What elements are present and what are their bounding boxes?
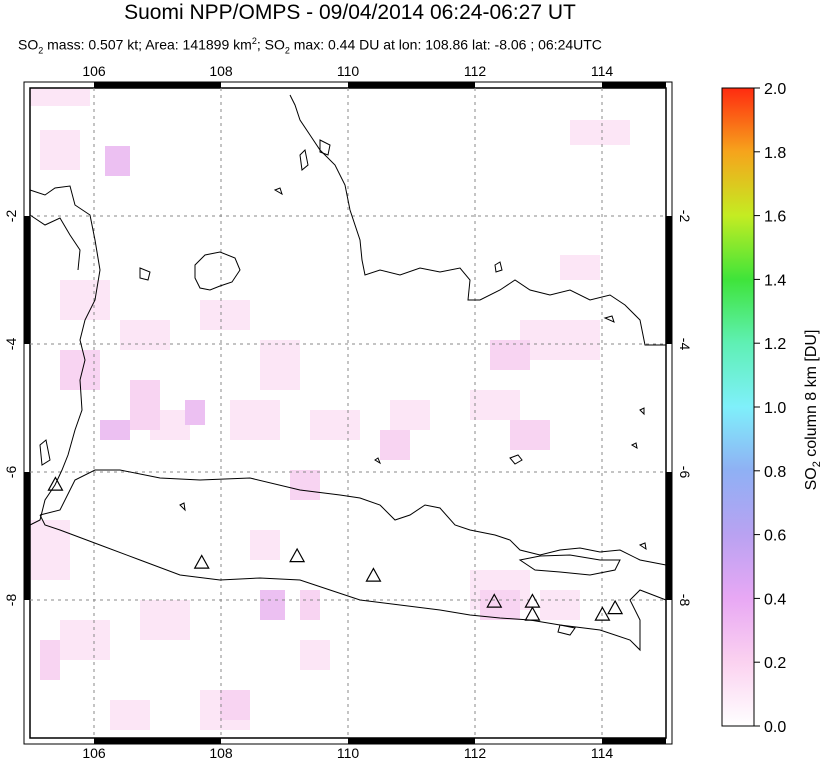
coastlines	[29, 94, 667, 652]
lon-tick-top: 108	[209, 63, 233, 79]
lat-tick-right: -2	[677, 210, 693, 223]
lat-tick-right: -6	[677, 466, 693, 479]
lon-tick-bottom: 112	[464, 745, 487, 759]
lat-tick-left: -4	[3, 338, 19, 351]
lat-tick-left: -2	[3, 210, 19, 223]
colorbar: 2.0 1.8 1.6 1.4 1.2 1.0 0.8 0.6 0.4 0.2 0.0 SO2 co…	[721, 81, 823, 736]
colorbar-tick-label: 1.8	[764, 145, 786, 162]
colorbar-tick-label: 0.6	[764, 528, 786, 545]
lon-tick-top: 112	[464, 63, 487, 79]
volcano-marker	[524, 606, 541, 621]
colorbar-gradient	[721, 87, 755, 727]
lon-tick-bottom: 108	[209, 745, 233, 759]
lon-tick-top: 106	[82, 63, 106, 79]
volcano-marker	[193, 554, 210, 569]
colorbar-tick-label: 0.2	[764, 655, 786, 672]
lon-tick-bottom: 106	[82, 745, 106, 759]
lon-tick-bottom: 110	[337, 745, 360, 759]
volcano-marker	[365, 567, 382, 582]
map-subtitle: SO2 mass: 0.507 kt; Area: 141899 km2; SO…	[18, 36, 602, 56]
colorbar-tick-label: 1.6	[764, 209, 786, 226]
volcano-marker	[607, 599, 624, 615]
lat-tick-left: -8	[3, 594, 19, 607]
volcano-marker	[594, 606, 611, 621]
map-border-bars	[24, 82, 672, 744]
lat-tick-right: -4	[677, 338, 693, 351]
colorbar-tick-label: 0.8	[764, 464, 786, 481]
colorbar-tick-label: 1.4	[764, 272, 786, 289]
colorbar-tick-label: 0.0	[764, 719, 786, 736]
lat-tick-left: -6	[3, 466, 19, 479]
lon-ticks: 106 108 110 112 114 106 108 110 112 114	[82, 63, 613, 759]
volcano-marker	[47, 476, 64, 491]
map-title: Suomi NPP/OMPS - 09/04/2014 06:24-06:27 …	[124, 1, 576, 24]
volcano-marker	[486, 593, 503, 608]
lon-tick-top: 114	[591, 63, 614, 79]
colorbar-tick-label: 1.2	[764, 336, 786, 353]
gridlines	[30, 88, 666, 738]
volcano-layer	[47, 476, 624, 621]
so2-pixel-layer	[30, 88, 630, 730]
lon-tick-bottom: 114	[591, 745, 614, 759]
lon-tick-top: 110	[337, 63, 360, 79]
colorbar-tick-label: 0.4	[764, 591, 786, 608]
colorbar-tick-label: 2.0	[764, 81, 786, 98]
lat-ticks: -2 -4 -6 -8 -2 -4 -6 -8	[3, 210, 693, 607]
lat-tick-right: -8	[677, 594, 693, 607]
colorbar-label: SO2 column 8 km [DU]	[803, 330, 823, 491]
volcano-marker	[289, 547, 306, 563]
colorbar-tick-label: 1.0	[764, 400, 786, 417]
